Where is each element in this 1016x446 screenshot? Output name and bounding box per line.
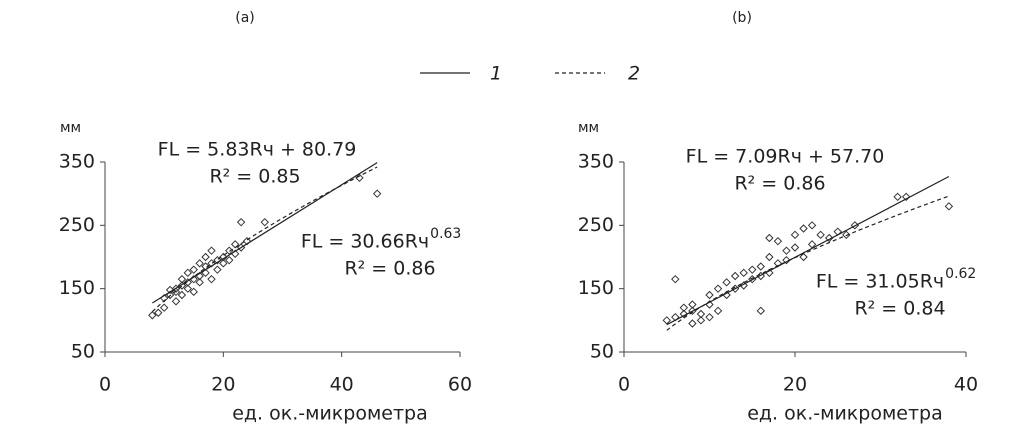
point: [159, 303, 169, 312]
x-tick-label: 0: [618, 374, 630, 396]
y-tick-label: 350: [59, 151, 95, 173]
point: [782, 246, 791, 255]
point: [790, 243, 800, 252]
power-fit: [151, 166, 378, 313]
point: [713, 306, 723, 316]
linear-r2: R² = 0.86: [734, 173, 825, 195]
y-tick-label: 250: [59, 214, 95, 236]
y-tick-label: 350: [578, 151, 614, 173]
point: [219, 252, 228, 262]
point: [688, 300, 697, 309]
point: [765, 233, 774, 243]
legend-label: 1: [490, 63, 502, 85]
point: [260, 217, 269, 227]
point: [154, 308, 163, 317]
power-exponent: 0.63: [430, 226, 461, 242]
point: [201, 252, 210, 262]
power-equation: FL = 31.05Rч: [816, 271, 944, 293]
point: [213, 255, 222, 265]
y-unit: мм: [60, 120, 81, 136]
point: [230, 240, 240, 249]
point: [207, 246, 216, 255]
point: [183, 278, 193, 287]
x-tick-label: 40: [330, 374, 354, 396]
x-tick-label: 20: [211, 374, 235, 396]
point: [722, 278, 731, 287]
point: [893, 192, 902, 202]
y-tick-label: 150: [59, 277, 95, 299]
point: [696, 309, 706, 319]
point: [773, 236, 783, 246]
point: [671, 274, 680, 284]
point: [713, 284, 723, 293]
point: [944, 202, 954, 211]
point: [799, 252, 808, 262]
y-tick-label: 50: [71, 341, 95, 363]
point: [177, 290, 187, 300]
point: [824, 233, 834, 243]
point: [705, 312, 714, 322]
point: [236, 217, 246, 227]
point: [177, 274, 187, 284]
point: [372, 189, 382, 198]
point: [679, 303, 689, 312]
point: [739, 268, 748, 278]
power-fit: [666, 195, 950, 331]
panel-title: (a): [235, 10, 255, 26]
point: [748, 265, 757, 274]
x-axis-label: ед. ок.-микрометра: [232, 403, 428, 425]
point: [207, 274, 216, 284]
point: [189, 265, 198, 274]
point: [730, 271, 740, 281]
point: [816, 230, 825, 240]
x-tick-label: 60: [448, 374, 472, 396]
panel-title: (b): [732, 10, 752, 26]
point: [183, 268, 193, 278]
point: [688, 319, 697, 328]
linear-fit: [666, 175, 950, 326]
point: [705, 290, 714, 300]
power-equation: FL = 30.66Rч: [301, 231, 429, 253]
point: [225, 255, 234, 265]
linear-equation: FL = 5.83Rч + 80.79: [158, 139, 357, 161]
point: [219, 259, 228, 268]
point: [807, 221, 817, 230]
point: [842, 230, 851, 240]
point: [195, 259, 204, 268]
linear-equation: FL = 7.09Rч + 57.70: [686, 146, 885, 168]
x-axis-label: ед. ок.-микрометра: [747, 403, 943, 425]
point: [183, 284, 193, 293]
point: [901, 192, 911, 202]
x-tick-label: 0: [99, 374, 111, 396]
point: [782, 255, 791, 265]
power-r2: R² = 0.84: [854, 298, 945, 320]
point: [189, 287, 198, 297]
point: [756, 306, 766, 316]
point: [171, 287, 181, 297]
point: [696, 316, 706, 325]
point: [790, 230, 800, 240]
y-unit: мм: [578, 120, 599, 136]
y-tick-label: 250: [578, 214, 614, 236]
x-tick-label: 20: [783, 374, 807, 396]
point: [171, 297, 181, 306]
legend-label: 2: [628, 63, 640, 85]
point: [195, 278, 204, 287]
point: [662, 316, 671, 325]
x-tick-label: 40: [954, 374, 978, 396]
point: [799, 224, 808, 233]
point: [242, 236, 252, 246]
point: [148, 311, 157, 320]
point: [765, 252, 774, 262]
power-exponent: 0.62: [945, 266, 976, 282]
y-tick-label: 50: [590, 341, 614, 363]
linear-r2: R² = 0.85: [209, 166, 300, 188]
y-tick-label: 150: [578, 277, 614, 299]
point: [213, 265, 222, 274]
point: [171, 284, 181, 293]
power-r2: R² = 0.86: [344, 258, 435, 280]
point: [756, 262, 766, 271]
